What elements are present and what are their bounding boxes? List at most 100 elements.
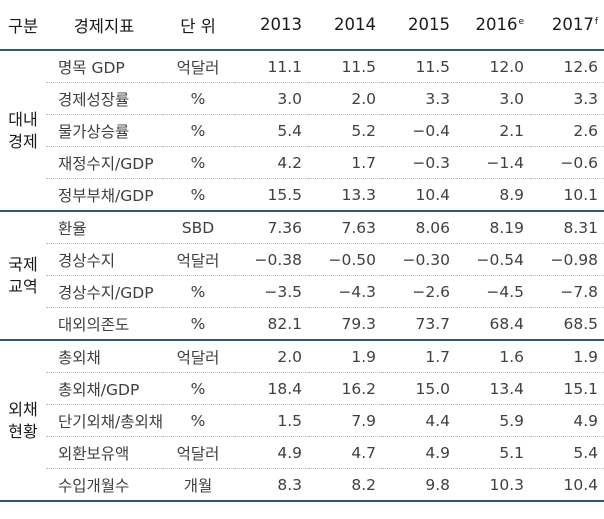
value-cell: −0.30 xyxy=(382,243,456,276)
unit-cell: % xyxy=(162,82,234,115)
value-cell: 9.8 xyxy=(382,468,456,502)
value-cell: 5.1 xyxy=(456,436,530,469)
table-row: 대외의존도% 82.1 79.3 73.7 68.4 68.5 xyxy=(0,307,604,341)
value-cell: 4.9 xyxy=(234,436,308,469)
value-cell: 7.36 xyxy=(234,211,308,244)
table-row: 단기외채/총외채% 1.5 7.9 4.4 5.9 4.9 xyxy=(0,404,604,437)
unit-cell: % xyxy=(162,404,234,437)
header-year-2017: 2017f xyxy=(530,0,604,51)
header-group: 구분 xyxy=(0,0,46,51)
value-cell: 10.4 xyxy=(382,178,456,212)
value-cell: 8.31 xyxy=(530,211,604,244)
value-cell: 2.0 xyxy=(234,340,308,373)
table-row: 재정수지/GDP% 4.2 1.7 −0.3 −1.4 −0.6 xyxy=(0,146,604,179)
value-cell: 15.0 xyxy=(382,372,456,405)
value-cell: 1.9 xyxy=(530,340,604,373)
value-cell: −0.3 xyxy=(382,146,456,179)
group-label: 국제 교역 xyxy=(0,211,46,341)
value-cell: 2.1 xyxy=(456,114,530,147)
value-cell: 5.2 xyxy=(308,114,382,147)
indicator-label: 경상수지 xyxy=(46,243,162,276)
group-label-line2: 현황 xyxy=(8,421,38,441)
value-cell: −3.5 xyxy=(234,275,308,308)
forecast-mark: f xyxy=(594,16,598,27)
header-row: 구분 경제지표 단 위 2013 2014 2015 2016e 2017f xyxy=(0,0,604,51)
value-cell: 1.7 xyxy=(382,340,456,373)
value-cell: 1.9 xyxy=(308,340,382,373)
value-cell: 10.3 xyxy=(456,468,530,502)
value-cell: 73.7 xyxy=(382,307,456,341)
value-cell: 3.3 xyxy=(530,82,604,115)
value-cell: 11.5 xyxy=(308,50,382,83)
group-label-line1: 외채 xyxy=(8,399,38,419)
unit-cell: % xyxy=(162,275,234,308)
value-cell: 10.1 xyxy=(530,178,604,212)
group-label-line1: 국제 xyxy=(8,254,38,274)
economic-indicators-table: 구분 경제지표 단 위 2013 2014 2015 2016e 2017f 대… xyxy=(0,0,604,502)
estimate-mark: e xyxy=(518,16,524,27)
table-row: 수입개월수 개월 8.3 8.2 9.8 10.3 10.4 xyxy=(0,468,604,502)
indicator-label: 외환보유액 xyxy=(46,436,162,469)
value-cell: 68.5 xyxy=(530,307,604,341)
value-cell: 1.5 xyxy=(234,404,308,437)
value-cell: 4.9 xyxy=(382,436,456,469)
value-cell: 8.3 xyxy=(234,468,308,502)
value-cell: 5.9 xyxy=(456,404,530,437)
value-cell: 18.4 xyxy=(234,372,308,405)
indicator-label: 명목 GDP xyxy=(46,50,162,83)
value-cell: 3.0 xyxy=(234,82,308,115)
value-cell: 4.9 xyxy=(530,404,604,437)
value-cell: 8.2 xyxy=(308,468,382,502)
indicator-label: 환율 xyxy=(46,211,162,244)
value-cell: −0.50 xyxy=(308,243,382,276)
value-cell: −0.4 xyxy=(382,114,456,147)
value-cell: −1.4 xyxy=(456,146,530,179)
value-cell: 7.9 xyxy=(308,404,382,437)
unit-cell: % xyxy=(162,307,234,341)
value-cell: 68.4 xyxy=(456,307,530,341)
table-row: 정부부채/GDP% 15.5 13.3 10.4 8.9 10.1 xyxy=(0,178,604,212)
indicator-label: 총외채 xyxy=(46,340,162,373)
value-cell: 10.4 xyxy=(530,468,604,502)
value-cell: −0.98 xyxy=(530,243,604,276)
value-cell: 1.7 xyxy=(308,146,382,179)
value-cell: 82.1 xyxy=(234,307,308,341)
value-cell: 12.0 xyxy=(456,50,530,83)
value-cell: 16.2 xyxy=(308,372,382,405)
header-indicator: 경제지표 xyxy=(46,0,162,51)
value-cell: 13.3 xyxy=(308,178,382,212)
value-cell: 4.4 xyxy=(382,404,456,437)
header-year-2016: 2016e xyxy=(456,0,530,51)
unit-cell: SBD xyxy=(162,211,234,244)
value-cell: 4.2 xyxy=(234,146,308,179)
group-label-line2: 교역 xyxy=(8,276,38,296)
table-row: 경상수지 억달러 −0.38 −0.50 −0.30 −0.54 −0.98 xyxy=(0,243,604,276)
unit-cell: % xyxy=(162,114,234,147)
value-cell: 8.9 xyxy=(456,178,530,212)
value-cell: 7.63 xyxy=(308,211,382,244)
indicator-label: 물가상승률 xyxy=(46,114,162,147)
header-year-2014: 2014 xyxy=(308,0,382,51)
indicator-label: 단기외채/총외채 xyxy=(46,404,163,437)
indicator-label: 정부부채/GDP xyxy=(46,178,162,212)
indicator-label: 경상수지/GDP xyxy=(46,275,162,308)
unit-cell: 억달러 xyxy=(162,50,234,83)
value-cell: 5.4 xyxy=(530,436,604,469)
value-cell: 3.3 xyxy=(382,82,456,115)
unit-cell: 억달러 xyxy=(162,436,234,469)
value-cell: −7.8 xyxy=(530,275,604,308)
table-row: 외환보유액 억달러 4.9 4.7 4.9 5.1 5.4 xyxy=(0,436,604,469)
table-row: 국제 교역 환율 SBD 7.36 7.63 8.06 8.19 8.31 xyxy=(0,211,604,341)
value-cell: 5.4 xyxy=(234,114,308,147)
value-cell: −0.38 xyxy=(234,243,308,276)
table-body: 대내 경제 명목 GDP 억달러 11.1 11.5 11.5 12.0 12.6 경제성장률% 3… xyxy=(0,50,604,502)
value-cell: 12.6 xyxy=(530,50,604,83)
value-cell: −4.3 xyxy=(308,275,382,308)
value-cell: 11.1 xyxy=(234,50,308,83)
value-cell: 8.06 xyxy=(382,211,456,244)
value-cell: 2.0 xyxy=(308,82,382,115)
unit-cell: % xyxy=(162,178,234,212)
value-cell: 79.3 xyxy=(308,307,382,341)
indicator-label: 대외의존도 xyxy=(46,307,162,341)
unit-cell: 억달러 xyxy=(162,243,234,276)
